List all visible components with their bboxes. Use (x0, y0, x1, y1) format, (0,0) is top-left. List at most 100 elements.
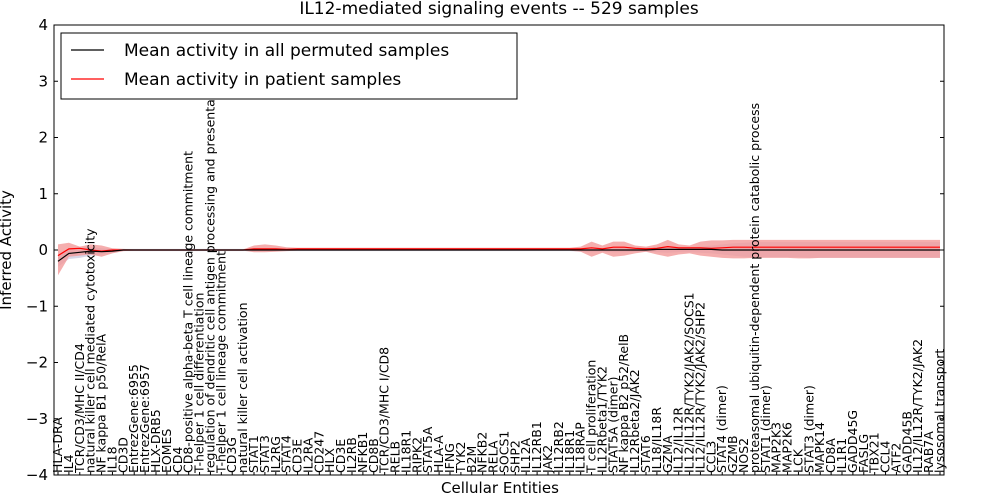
x-category-label: IL12A (518, 437, 533, 473)
x-category-label: STAT1 (dimer) (758, 385, 773, 473)
x-category-label: natural killer cell mediated cytotoxicit… (83, 228, 98, 473)
x-category-label: B2M (464, 446, 479, 473)
y-tick-label: −1 (26, 297, 48, 315)
y-tick-label: −4 (26, 466, 48, 484)
x-category-label: TCR/CD3/MHC II/CD4 (72, 343, 87, 474)
x-category-label: GADD45G (845, 410, 860, 473)
x-category-label: CCL3 (703, 441, 718, 473)
x-category-label: IL12Rbeta1/TYK2 (594, 366, 609, 473)
x-category-label: IL18/IL18R (649, 407, 664, 473)
x-category-label: GZMA (660, 435, 675, 473)
y-tick-label: 0 (38, 241, 48, 259)
x-category-label: STAT4 (dimer) (714, 385, 729, 473)
x-category-label: CD8-positive alpha-beta T cell lineage c… (181, 151, 196, 473)
x-category-label: FASLG (856, 434, 871, 473)
x-category-label: IL18R1 (562, 430, 577, 473)
x-axis-label: Cellular Entities (441, 479, 559, 497)
legend-label-patient: Mean activity in patient samples (124, 70, 401, 90)
y-tick-label: −3 (26, 410, 48, 428)
x-category-label: ATF2 (888, 443, 903, 473)
x-category-label: RAB7A (921, 431, 936, 473)
x-category-label: EOMES (159, 429, 174, 473)
x-category-label: MAPK14 (812, 422, 827, 473)
x-category-label: EntrezGene:6955 (126, 364, 141, 473)
legend-label-permuted: Mean activity in all permuted samples (124, 41, 449, 61)
x-category-label: TCR/CD3/MHC I/CD8 (377, 347, 392, 474)
y-axis: −4 −3 −2 −1 0 1 2 3 4 (26, 16, 944, 484)
x-category-label: STAT6 (638, 435, 653, 473)
x-category-label: MAP2K3 (769, 422, 784, 473)
x-category-label: CD8A (823, 438, 838, 473)
x-category-label: CD8B (366, 438, 381, 473)
x-category-label: HLA-A (431, 435, 446, 473)
x-category-label: IL12/IL12R/TYK2/JAK2/SHP2 (692, 302, 707, 473)
series-line-permuted (57, 248, 940, 262)
x-category-label: NF kappa B1 p50/RelA (94, 333, 109, 473)
x-category-label: IL1R1 (834, 438, 849, 473)
x-category-label: CD3D (115, 437, 130, 473)
y-tick-label: −2 (26, 354, 48, 372)
x-category-label: RELB (388, 441, 403, 473)
x-category-label: regulation of dendritic cell antigen pro… (202, 75, 217, 473)
x-category-label: IL18 (104, 446, 119, 473)
x-category-label: T-helper 1 cell lineage commitment (213, 251, 228, 474)
x-category-label: SOCS1 (496, 431, 511, 473)
y-tick-label: 4 (38, 16, 48, 34)
x-category-label: IL12RB2 (551, 421, 566, 473)
x-category-label: EntrezGene:6957 (137, 364, 152, 473)
y-tick-label: 3 (38, 72, 48, 90)
x-category-label: CD3E (333, 439, 348, 473)
y-axis-label: Inferred Activity (0, 190, 15, 310)
x-category-label: STAT4 (279, 435, 294, 473)
x-category-label: HLX (322, 448, 337, 473)
x-category-label: SHP2 (507, 440, 522, 473)
x-category-label: STAT3 (dimer) (801, 385, 816, 473)
x-category-label: RELA (486, 440, 501, 473)
x-category-label: STAT5A (dimer) (605, 377, 620, 473)
legend-box (60, 32, 518, 100)
x-category-label: T cell proliferation (584, 360, 599, 474)
x-category-label: JAK2 (540, 445, 555, 474)
x-category-label: NF kappa B2 p52/RelB (616, 334, 631, 473)
x-category-label: STAT3 (257, 435, 272, 473)
x-category-label: IL2RG (268, 436, 283, 473)
x-category-label: GZMB (725, 435, 740, 473)
chart-title: IL12-mediated signaling events -- 529 sa… (299, 0, 699, 19)
x-category-label: IL2RA (300, 437, 315, 473)
x-category-label: IFNG (442, 443, 457, 473)
x-category-label: IL12Rbeta2/JAK2 (627, 369, 642, 473)
x-category-label: RIPK2 (409, 437, 424, 473)
x-category-label: proteasomal ubiquitin-dependent protein … (747, 103, 762, 473)
x-category-label: IL12/IL12R/TYK2/JAK2 (910, 339, 925, 473)
legend: Mean activity in all permuted samples Me… (60, 32, 518, 100)
x-category-label: NFKB2 (475, 432, 490, 473)
x-category-label: IL12/IL12R/TYK2/JAK2/SOCS1 (682, 292, 697, 473)
x-category-label: CD247 (311, 431, 326, 473)
x-category-label: lysosomal transport (932, 349, 947, 473)
x-category-label: IL4 (61, 454, 76, 473)
x-category-label: STAT5A (420, 426, 435, 473)
x-category-label: CD3G (224, 437, 239, 473)
x-category-label: TBX21 (867, 432, 882, 474)
x-category-label: GADD45B (899, 411, 914, 473)
x-category-label: HLX-DRB5 (148, 409, 163, 473)
x-category-label: natural killer cell activation (235, 302, 250, 473)
x-category-label: T-helper 1 cell differentiation (192, 293, 207, 474)
x-category-label: IL18RAP (573, 422, 588, 473)
series-layer (57, 245, 940, 262)
x-category-label: MAP2K6 (780, 422, 795, 473)
x-category-label: CCL4 (878, 441, 893, 473)
x-category-label: CD3E (290, 439, 305, 473)
plot-frame (53, 24, 945, 476)
x-category-label: IL12RB1 (529, 421, 544, 473)
x-category-label: STAT1 (246, 435, 261, 473)
x-category-label: IL2RB (344, 437, 359, 473)
x-category-label: NOS2 (736, 438, 751, 473)
y-tick-label: 2 (38, 129, 48, 147)
x-category-label: NFKB1 (355, 432, 370, 473)
x-category-label: IL18R1 (398, 430, 413, 473)
x-category-label: TYK2 (453, 442, 468, 474)
y-tick-label: 1 (38, 185, 48, 203)
